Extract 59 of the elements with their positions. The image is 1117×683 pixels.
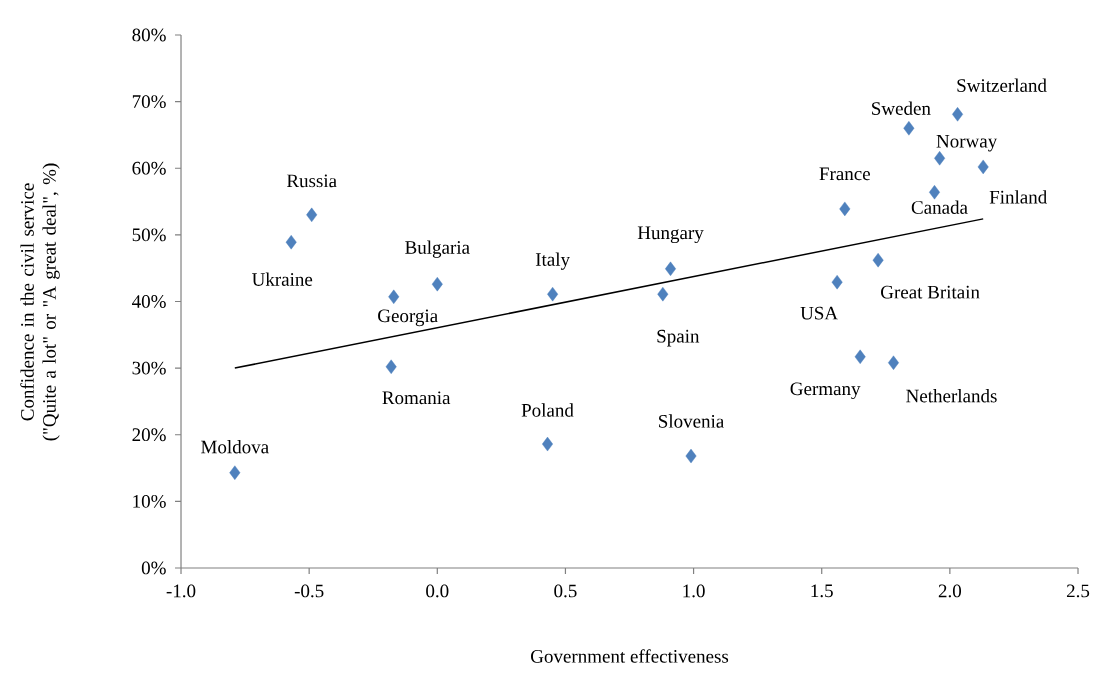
- point: [977, 159, 989, 175]
- x-tick-label: -0.5: [294, 584, 324, 598]
- point: [839, 201, 851, 217]
- annotation: Canada: [911, 200, 968, 214]
- x-tick-label: 1.5: [811, 584, 833, 598]
- point: [657, 286, 669, 302]
- annotation: USA: [800, 306, 838, 320]
- x-tick-label: 0.5: [554, 584, 577, 598]
- point: [903, 121, 915, 136]
- point: [229, 465, 241, 480]
- annotation: Sweden: [872, 101, 931, 115]
- y-tick-label: 10%: [133, 494, 166, 508]
- x-tick-label: 2.0: [938, 584, 962, 598]
- x-tick-label: -1.0: [166, 584, 196, 598]
- y-tick-label: 70%: [132, 95, 166, 109]
- x-axis-title: Government effectiveness: [531, 649, 729, 663]
- annotation: Netherlands: [906, 389, 997, 403]
- point: [431, 276, 443, 292]
- point: [388, 289, 400, 305]
- annotation: Moldova: [201, 440, 269, 454]
- annotation: Spain: [657, 329, 700, 347]
- annotation: Finland: [989, 190, 1047, 204]
- point: [934, 151, 946, 166]
- annotation: Slovenia: [659, 414, 725, 428]
- y-tick-label: 60%: [132, 161, 166, 175]
- point: [831, 274, 843, 290]
- annotation: Poland: [521, 403, 574, 417]
- annotation: Norway: [936, 134, 998, 152]
- annotation: France: [819, 167, 870, 181]
- point: [952, 107, 964, 122]
- point: [872, 252, 884, 268]
- annotation: Great Britain: [881, 285, 980, 299]
- annotation: Italy: [535, 252, 570, 270]
- point: [285, 234, 297, 250]
- annotation: Bulgaria: [405, 240, 470, 258]
- x-tick-label: 2.5: [1066, 584, 1090, 598]
- point: [547, 286, 559, 302]
- point: [929, 185, 940, 200]
- y-tick-label: 0%: [141, 561, 166, 575]
- annotation: Ukraine: [252, 272, 313, 286]
- annotation: Russia: [286, 174, 337, 188]
- y-tick-label: 40%: [132, 295, 166, 308]
- point: [888, 355, 899, 370]
- y-tick-label: 80%: [132, 28, 166, 42]
- annotation: Germany: [790, 382, 861, 400]
- point: [685, 448, 697, 464]
- annotation: Romania: [382, 391, 451, 405]
- y-tick-label: 50%: [132, 228, 166, 242]
- annotation: Switzerland: [957, 78, 1047, 92]
- point: [385, 359, 397, 374]
- point: [306, 207, 318, 223]
- x-tick-label: 1.0: [683, 584, 705, 598]
- x-tick-label: 0.0: [426, 584, 449, 598]
- y-tick-label: 30%: [132, 361, 166, 375]
- y-tick-label: 20%: [132, 428, 166, 442]
- y-axis-title: Confidence in the civil service ("Quite a lot" or "A great deal", %): [20, 163, 60, 441]
- point: [854, 349, 866, 364]
- annotation: Hungary: [637, 226, 704, 244]
- annotation: Georgia: [378, 309, 438, 327]
